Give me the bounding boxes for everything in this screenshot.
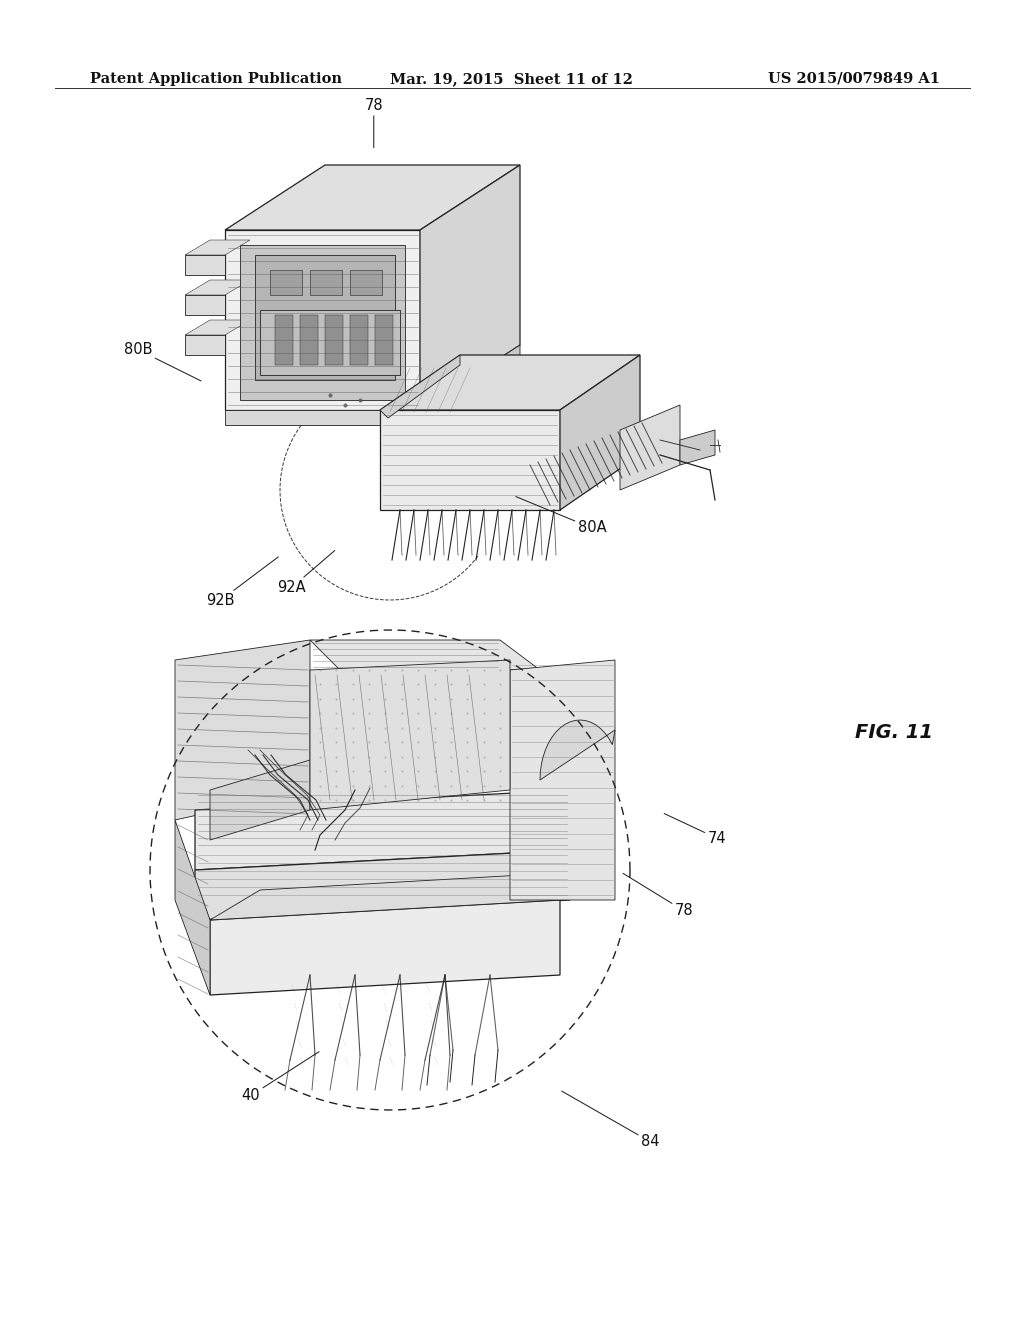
Text: 80A: 80A (516, 496, 606, 536)
Polygon shape (185, 335, 225, 355)
Polygon shape (185, 280, 250, 294)
Polygon shape (225, 411, 420, 425)
Polygon shape (240, 246, 406, 400)
Polygon shape (270, 271, 302, 294)
Polygon shape (185, 255, 225, 275)
Polygon shape (255, 255, 395, 380)
Polygon shape (380, 355, 460, 418)
Text: 80B: 80B (124, 342, 201, 381)
Polygon shape (175, 820, 210, 995)
Polygon shape (225, 230, 420, 411)
Circle shape (312, 742, 348, 777)
Text: 92A: 92A (278, 550, 335, 595)
Text: US 2015/0079849 A1: US 2015/0079849 A1 (768, 73, 940, 86)
Polygon shape (210, 870, 610, 920)
Text: 74: 74 (665, 813, 726, 846)
Text: FIG. 11: FIG. 11 (855, 723, 933, 742)
Circle shape (362, 748, 377, 762)
Polygon shape (350, 271, 382, 294)
Polygon shape (325, 315, 343, 366)
Text: 84: 84 (562, 1092, 659, 1150)
Polygon shape (375, 315, 393, 366)
Circle shape (352, 737, 388, 774)
Text: Patent Application Publication: Patent Application Publication (90, 73, 342, 86)
Polygon shape (260, 310, 400, 375)
Polygon shape (310, 271, 342, 294)
Polygon shape (210, 760, 310, 840)
Text: 78: 78 (365, 98, 383, 148)
Polygon shape (420, 165, 520, 411)
Polygon shape (680, 430, 715, 465)
Polygon shape (540, 719, 615, 780)
Polygon shape (350, 315, 368, 366)
Text: 40: 40 (242, 1052, 319, 1104)
Polygon shape (195, 789, 570, 870)
Polygon shape (225, 165, 520, 230)
Text: 92B: 92B (206, 557, 279, 609)
Polygon shape (510, 660, 615, 900)
Polygon shape (185, 294, 225, 315)
Polygon shape (275, 315, 293, 366)
Polygon shape (310, 660, 510, 810)
Circle shape (323, 752, 337, 767)
Polygon shape (300, 315, 318, 366)
Polygon shape (380, 411, 560, 510)
Text: 78: 78 (623, 874, 693, 919)
Polygon shape (175, 640, 310, 820)
Polygon shape (310, 640, 540, 671)
Text: Mar. 19, 2015  Sheet 11 of 12: Mar. 19, 2015 Sheet 11 of 12 (390, 73, 634, 86)
Polygon shape (420, 345, 520, 425)
Polygon shape (210, 900, 560, 995)
Polygon shape (380, 355, 640, 411)
Polygon shape (185, 240, 250, 255)
Polygon shape (620, 405, 680, 490)
Polygon shape (560, 355, 640, 510)
Polygon shape (185, 319, 250, 335)
Polygon shape (195, 850, 570, 920)
